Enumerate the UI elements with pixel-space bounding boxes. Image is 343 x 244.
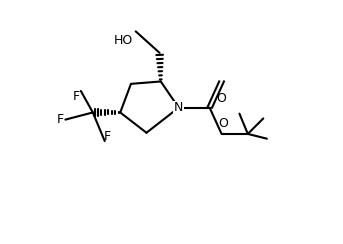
Text: O: O xyxy=(218,117,228,130)
Text: F: F xyxy=(57,113,64,126)
Text: N: N xyxy=(174,101,184,114)
Text: F: F xyxy=(73,90,80,103)
Text: HO: HO xyxy=(114,34,133,47)
Text: O: O xyxy=(217,92,226,105)
Text: F: F xyxy=(104,131,111,143)
